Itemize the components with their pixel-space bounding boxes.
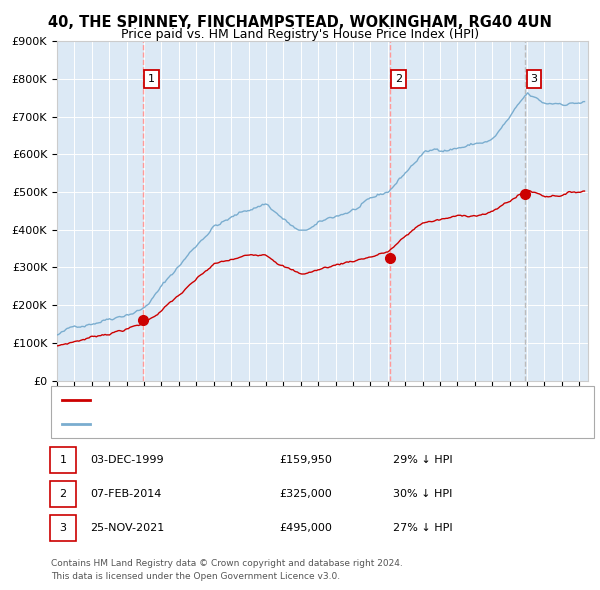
Text: 25-NOV-2021: 25-NOV-2021 bbox=[90, 523, 164, 533]
Text: Price paid vs. HM Land Registry's House Price Index (HPI): Price paid vs. HM Land Registry's House … bbox=[121, 28, 479, 41]
Text: 3: 3 bbox=[59, 523, 67, 533]
Text: 1: 1 bbox=[59, 455, 67, 464]
Text: 07-FEB-2014: 07-FEB-2014 bbox=[90, 489, 161, 499]
Text: HPI: Average price, detached house, Wokingham: HPI: Average price, detached house, Woki… bbox=[96, 419, 339, 429]
Text: 2: 2 bbox=[395, 74, 402, 84]
Text: 40, THE SPINNEY, FINCHAMPSTEAD, WOKINGHAM, RG40 4UN: 40, THE SPINNEY, FINCHAMPSTEAD, WOKINGHA… bbox=[48, 15, 552, 30]
Text: 3: 3 bbox=[530, 74, 538, 84]
Text: 2: 2 bbox=[59, 489, 67, 499]
Text: 03-DEC-1999: 03-DEC-1999 bbox=[90, 455, 164, 464]
Text: 40, THE SPINNEY, FINCHAMPSTEAD, WOKINGHAM, RG40 4UN (detached house): 40, THE SPINNEY, FINCHAMPSTEAD, WOKINGHA… bbox=[96, 395, 491, 405]
Text: 1: 1 bbox=[148, 74, 155, 84]
Text: 30% ↓ HPI: 30% ↓ HPI bbox=[393, 489, 452, 499]
Text: £495,000: £495,000 bbox=[279, 523, 332, 533]
Text: Contains HM Land Registry data © Crown copyright and database right 2024.: Contains HM Land Registry data © Crown c… bbox=[51, 559, 403, 568]
Text: 27% ↓ HPI: 27% ↓ HPI bbox=[393, 523, 452, 533]
Text: £159,950: £159,950 bbox=[279, 455, 332, 464]
Text: £325,000: £325,000 bbox=[279, 489, 332, 499]
Text: This data is licensed under the Open Government Licence v3.0.: This data is licensed under the Open Gov… bbox=[51, 572, 340, 581]
Text: 29% ↓ HPI: 29% ↓ HPI bbox=[393, 455, 452, 464]
